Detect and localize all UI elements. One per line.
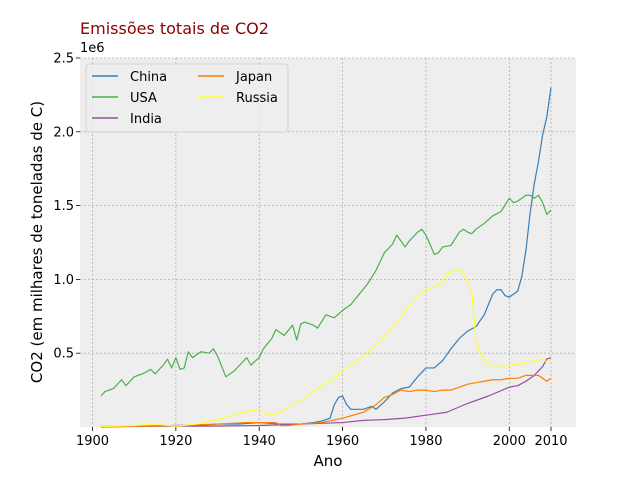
y-tick-label: 0.5 bbox=[53, 347, 74, 362]
y-tick-label: 2.5 bbox=[53, 52, 74, 67]
legend-label-usa: USA bbox=[130, 91, 157, 106]
series-line-usa bbox=[100, 194, 552, 397]
series-line-japan bbox=[100, 374, 552, 428]
series-line-russia bbox=[100, 268, 552, 428]
y-offset-label: 1e6 bbox=[80, 41, 105, 56]
x-tick-label: 2010 bbox=[534, 434, 567, 449]
x-axis-ticks: 1900 1920 1940 1960 1980 2000 2010 bbox=[76, 427, 568, 449]
y-tick-label: 1.0 bbox=[53, 273, 74, 288]
legend: China USA India Japan Russia bbox=[85, 63, 289, 133]
series-lines bbox=[100, 87, 552, 428]
series-line-india bbox=[100, 357, 552, 428]
legend-label-russia: Russia bbox=[236, 91, 278, 106]
y-tick-label: 2.0 bbox=[53, 125, 74, 140]
y-tick-label: 1.5 bbox=[53, 199, 74, 214]
x-tick-label: 1980 bbox=[409, 434, 442, 449]
legend-box bbox=[85, 63, 289, 133]
x-tick-label: 1920 bbox=[159, 434, 192, 449]
x-axis-label: Ano bbox=[314, 452, 343, 470]
legend-label-china: China bbox=[130, 70, 167, 85]
legend-label-india: India bbox=[130, 112, 162, 127]
x-tick-label: 1900 bbox=[76, 434, 109, 449]
x-tick-label: 1940 bbox=[243, 434, 276, 449]
legend-label-japan: Japan bbox=[235, 70, 272, 85]
x-tick-label: 2000 bbox=[493, 434, 526, 449]
x-tick-label: 1960 bbox=[326, 434, 359, 449]
y-axis-ticks: 0.5 1.0 1.5 2.0 2.5 bbox=[53, 52, 80, 362]
y-axis-label: CO2 (em milhares de toneladas de C) bbox=[28, 101, 46, 383]
chart-title: Emissões totais de CO2 bbox=[80, 19, 269, 38]
